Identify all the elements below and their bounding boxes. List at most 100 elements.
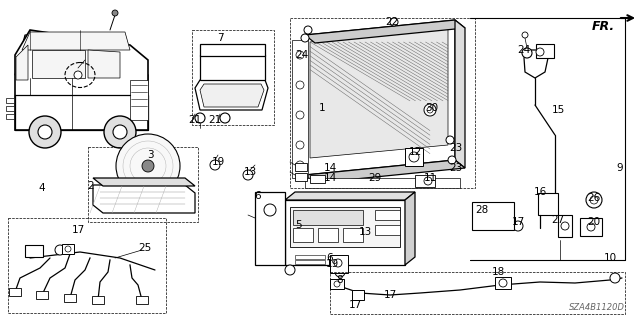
Text: 17: 17 [511,217,525,227]
Circle shape [296,51,304,59]
Bar [295,260,325,264]
Text: 17: 17 [383,290,397,300]
Bar [6,114,14,119]
Circle shape [296,161,304,169]
Circle shape [104,116,136,148]
Text: 19: 19 [325,259,339,269]
Text: FR.: FR. [592,20,615,33]
Circle shape [335,267,345,277]
Polygon shape [136,296,148,304]
Text: 3: 3 [147,150,154,160]
Polygon shape [285,200,405,265]
Text: 16: 16 [533,187,547,197]
Bar [415,175,435,187]
Text: SZA4B1120D: SZA4B1120D [569,303,625,312]
Bar [558,215,572,237]
Polygon shape [88,50,120,78]
Bar [472,202,514,230]
Polygon shape [195,80,268,110]
Bar [330,272,625,314]
Polygon shape [120,75,148,95]
Text: 5: 5 [294,220,301,230]
Text: 21: 21 [209,115,221,125]
Circle shape [220,113,230,123]
Circle shape [522,32,528,38]
Circle shape [285,265,295,275]
Polygon shape [405,192,415,265]
Text: 23: 23 [449,163,463,173]
Bar [536,44,554,58]
Polygon shape [22,32,130,50]
Text: 4: 4 [38,183,45,193]
Polygon shape [310,28,448,158]
Circle shape [74,71,82,79]
Text: 18: 18 [492,267,504,277]
Polygon shape [200,55,265,80]
Text: 2: 2 [88,181,94,191]
Polygon shape [9,288,21,296]
Bar [6,106,14,111]
Circle shape [116,134,180,198]
Text: 29: 29 [369,173,381,183]
Text: 26: 26 [588,193,600,203]
Text: 22: 22 [385,17,399,27]
Circle shape [38,125,52,139]
Circle shape [513,221,523,231]
Polygon shape [32,50,85,78]
Circle shape [301,34,309,42]
Polygon shape [455,20,465,168]
Circle shape [195,113,205,123]
Bar [130,80,148,120]
Polygon shape [15,30,148,130]
Circle shape [536,48,544,56]
Text: 27: 27 [552,215,564,225]
Bar [405,148,423,166]
Polygon shape [292,40,308,178]
Text: 25: 25 [138,243,152,253]
Polygon shape [36,291,48,299]
Bar [6,98,14,103]
Circle shape [590,196,598,204]
Text: 6: 6 [326,253,333,263]
Bar [580,218,602,236]
Circle shape [561,222,569,230]
Circle shape [424,104,436,116]
Text: 23: 23 [449,143,463,153]
Text: 14: 14 [323,163,337,173]
Circle shape [409,152,419,162]
Circle shape [113,125,127,139]
Circle shape [390,18,398,26]
Circle shape [65,246,71,252]
Bar [375,210,400,220]
Text: 8: 8 [337,275,343,285]
Text: 13: 13 [358,227,372,237]
Polygon shape [305,160,465,183]
Bar [343,228,363,242]
Text: 9: 9 [617,163,623,173]
Polygon shape [15,95,148,130]
Circle shape [296,111,304,119]
Polygon shape [92,296,104,304]
Circle shape [522,48,532,58]
Circle shape [29,116,61,148]
Circle shape [334,259,342,267]
Polygon shape [285,192,415,200]
Polygon shape [200,44,265,56]
Circle shape [586,192,602,208]
Text: 21: 21 [188,115,202,125]
Text: 24: 24 [296,50,308,60]
Text: 1: 1 [319,103,325,113]
Text: 11: 11 [424,173,436,183]
Bar [295,173,307,181]
Bar [310,175,325,183]
Polygon shape [305,20,465,43]
Polygon shape [524,50,548,78]
Circle shape [304,26,312,34]
Circle shape [587,223,595,231]
Polygon shape [20,35,130,55]
Circle shape [210,160,220,170]
Text: 6: 6 [255,191,261,201]
Polygon shape [93,178,195,186]
Polygon shape [305,20,455,175]
Bar [330,255,348,273]
